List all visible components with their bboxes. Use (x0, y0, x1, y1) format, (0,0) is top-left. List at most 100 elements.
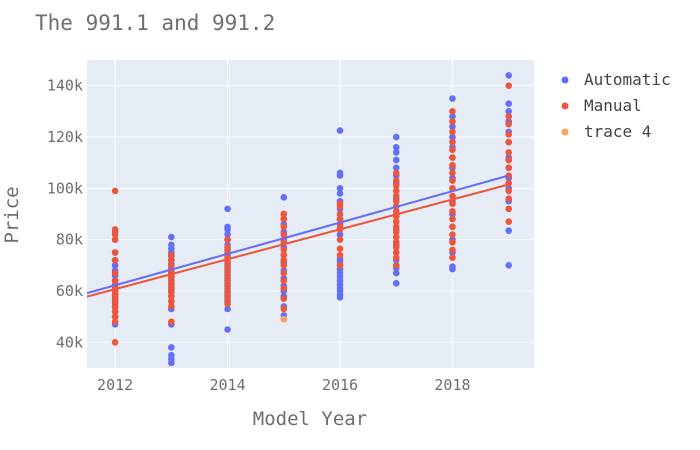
manual-point[interactable] (336, 200, 344, 208)
automatic-point[interactable] (449, 133, 456, 141)
automatic-point[interactable] (224, 231, 231, 238)
manual-point[interactable] (449, 161, 456, 169)
automatic-point[interactable] (168, 344, 175, 351)
automatic-point[interactable] (449, 113, 456, 120)
manual-point[interactable] (280, 295, 288, 303)
manual-point[interactable] (449, 208, 456, 215)
automatic-point[interactable] (449, 95, 456, 102)
manual-point[interactable] (392, 177, 400, 184)
manual-point[interactable] (111, 313, 119, 320)
automatic-point[interactable] (336, 185, 344, 192)
manual-point[interactable] (449, 108, 456, 115)
manual-point[interactable] (168, 297, 175, 305)
manual-point[interactable] (449, 118, 456, 125)
manual-point[interactable] (280, 256, 288, 264)
automatic-point[interactable] (449, 123, 456, 131)
automatic-point[interactable] (224, 305, 231, 313)
manual-point[interactable] (449, 177, 456, 184)
automatic-point[interactable] (224, 205, 231, 213)
manual-point[interactable] (168, 251, 175, 259)
automatic-point[interactable] (449, 263, 456, 270)
manual-point[interactable] (449, 231, 456, 238)
automatic-point[interactable] (224, 326, 231, 333)
manual-point[interactable] (224, 274, 231, 282)
manual-point[interactable] (449, 223, 456, 231)
manual-point[interactable] (449, 138, 456, 146)
manual-point[interactable] (111, 226, 119, 233)
manual-point[interactable] (449, 238, 456, 246)
manual-point[interactable] (280, 246, 288, 254)
manual-point[interactable] (392, 254, 400, 261)
manual-point[interactable] (505, 120, 512, 128)
manual-point[interactable] (449, 169, 456, 177)
manual-point[interactable] (224, 280, 231, 287)
automatic-point[interactable] (168, 351, 175, 359)
manual-point[interactable] (111, 339, 119, 346)
manual-point[interactable] (224, 295, 231, 303)
manual-point[interactable] (224, 285, 231, 292)
manual-point[interactable] (505, 187, 512, 195)
legend-item-manual[interactable]: Manual (561, 96, 642, 115)
manual-point[interactable] (505, 149, 512, 156)
manual-point[interactable] (168, 318, 175, 326)
manual-point[interactable] (392, 169, 400, 177)
automatic-point[interactable] (392, 143, 400, 151)
manual-point[interactable] (449, 146, 456, 154)
manual-point[interactable] (505, 138, 512, 146)
manual-point[interactable] (280, 277, 288, 285)
manual-point[interactable] (449, 154, 456, 161)
manual-point[interactable] (280, 285, 288, 292)
manual-point[interactable] (111, 318, 119, 326)
manual-point[interactable] (449, 254, 456, 261)
trace-4-point[interactable] (280, 315, 288, 323)
automatic-point[interactable] (392, 280, 400, 287)
legend-item-automatic[interactable]: Automatic (561, 70, 671, 89)
manual-point[interactable] (224, 259, 231, 267)
manual-point[interactable] (111, 277, 119, 285)
legend-item-trace-4[interactable]: trace 4 (561, 122, 652, 141)
automatic-point[interactable] (392, 156, 400, 164)
manual-point[interactable] (505, 156, 512, 164)
manual-point[interactable] (336, 236, 344, 243)
automatic-point[interactable] (505, 100, 512, 107)
automatic-point[interactable] (224, 223, 231, 231)
manual-point[interactable] (111, 236, 119, 243)
manual-point[interactable] (392, 197, 400, 205)
manual-point[interactable] (224, 269, 231, 277)
manual-point[interactable] (111, 231, 119, 238)
manual-point[interactable] (392, 262, 400, 269)
manual-point[interactable] (224, 236, 231, 243)
manual-point[interactable] (280, 262, 288, 269)
manual-point[interactable] (224, 244, 231, 251)
manual-point[interactable] (336, 210, 344, 218)
automatic-point[interactable] (336, 231, 344, 238)
automatic-point[interactable] (336, 169, 344, 177)
manual-point[interactable] (392, 218, 400, 225)
manual-point[interactable] (280, 215, 288, 223)
manual-point[interactable] (111, 187, 119, 195)
manual-point[interactable] (449, 192, 456, 200)
automatic-point[interactable] (168, 241, 175, 249)
manual-point[interactable] (392, 228, 400, 236)
automatic-point[interactable] (280, 194, 288, 201)
manual-point[interactable] (224, 300, 231, 308)
automatic-point[interactable] (392, 269, 400, 277)
automatic-point[interactable] (392, 149, 400, 156)
automatic-point[interactable] (111, 262, 119, 269)
manual-point[interactable] (392, 192, 400, 200)
automatic-point[interactable] (505, 72, 512, 79)
manual-point[interactable] (280, 251, 288, 259)
automatic-point[interactable] (168, 233, 175, 241)
automatic-point[interactable] (336, 190, 344, 197)
automatic-point[interactable] (505, 108, 512, 115)
manual-point[interactable] (505, 164, 512, 172)
manual-point[interactable] (280, 210, 288, 218)
manual-point[interactable] (336, 245, 344, 252)
manual-point[interactable] (505, 218, 512, 225)
manual-point[interactable] (280, 269, 288, 277)
automatic-point[interactable] (392, 164, 400, 172)
automatic-point[interactable] (505, 227, 512, 234)
manual-point[interactable] (392, 233, 400, 241)
legend[interactable]: Automatic Manual trace 4 (561, 70, 671, 141)
manual-point[interactable] (336, 215, 344, 223)
